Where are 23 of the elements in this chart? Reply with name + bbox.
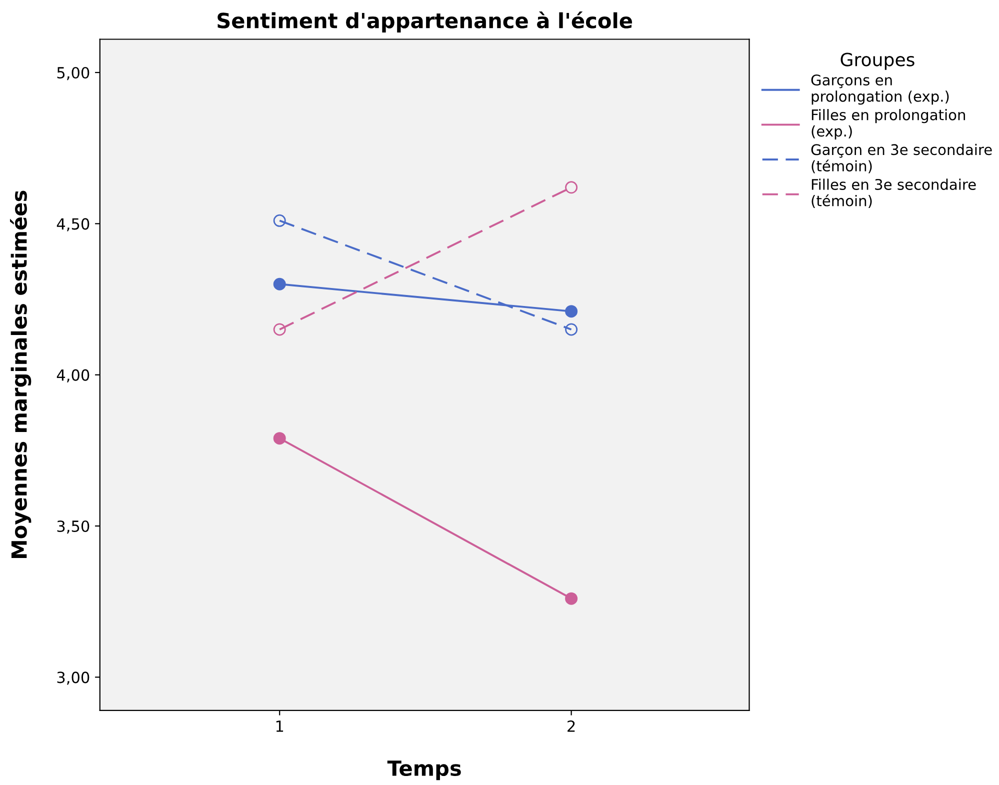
legend-title: Groupes <box>840 52 914 70</box>
point <box>565 181 578 194</box>
x-tick-label: 2 <box>568 720 575 732</box>
y-tick-label: 4,50 <box>56 218 90 232</box>
legend-label: Filles en 3e secondaire (témoin) <box>812 178 976 208</box>
x-axis-title: Temps <box>387 760 461 780</box>
legend-label: Garçon en 3e secondaire (témoin) <box>811 144 992 174</box>
y-tick-label: 4,00 <box>56 369 90 382</box>
legend-label: Filles en prolongation (exp.) <box>812 109 965 140</box>
point <box>273 323 286 336</box>
point <box>565 323 578 336</box>
point <box>565 592 578 605</box>
point <box>273 432 286 445</box>
y-tick-label: 3,50 <box>57 520 90 534</box>
y-tick-label: 3,00 <box>57 672 90 685</box>
y-axis-title: Moyennes marginales estimées <box>10 190 32 558</box>
point <box>273 278 286 290</box>
legend-label: Garçons en prolongation (exp.) <box>811 74 949 105</box>
point <box>565 305 578 318</box>
y-tick-label: 5,00 <box>57 66 90 80</box>
point <box>273 214 286 227</box>
x-tick-label: 1 <box>276 720 284 732</box>
chart-title: Sentiment d'appartenance à l'école <box>218 11 632 32</box>
